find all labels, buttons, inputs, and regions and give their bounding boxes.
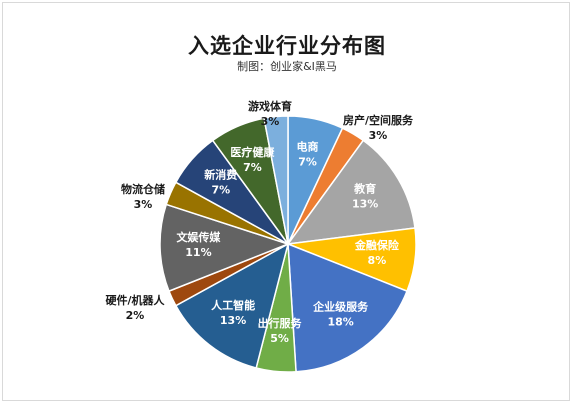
slice-value-label: 5%: [270, 332, 289, 345]
slice-name-label: 金融保险: [354, 238, 400, 252]
slice-name-label: 房产/空间服务: [343, 113, 414, 127]
slice-name-label: 人工智能: [211, 298, 255, 312]
slice-value-label: 7%: [211, 184, 230, 197]
chart-title: 入选企业行业分布图: [188, 34, 386, 58]
pie-slice-2: [286, 139, 416, 245]
slice-value-label: 3%: [134, 198, 153, 211]
slice-name-label: 教育: [353, 181, 376, 195]
slice-value-label: 7%: [243, 161, 262, 174]
pie-slice-4: [287, 242, 408, 373]
slice-name-label: 硬件/机器人: [105, 293, 165, 307]
slice-value-label: 7%: [298, 156, 317, 169]
slice-name-label: 企业级服务: [312, 299, 369, 313]
chart-subtitle: 制图：创业家&I黑马: [237, 60, 337, 73]
slice-name-label: 电商: [297, 140, 319, 154]
pie-slice-6: [174, 242, 290, 369]
pie-slice-12: [263, 115, 289, 245]
slice-name-label: 游戏体育: [248, 99, 292, 113]
slice-value-label: 3%: [369, 129, 388, 142]
slice-value-label: 8%: [368, 254, 387, 267]
slice-value-label: 3%: [261, 115, 280, 128]
slice-value-label: 2%: [126, 309, 145, 322]
slice-value-label: 13%: [220, 314, 246, 327]
slice-name-label: 物流仓储: [121, 182, 165, 196]
slice-value-label: 18%: [327, 315, 353, 328]
slice-value-label: 13%: [352, 197, 378, 210]
slice-name-label: 新消费: [204, 168, 237, 182]
slice-value-label: 11%: [185, 246, 211, 259]
pie-slice-8: [159, 203, 291, 293]
slice-name-label: 出行服务: [258, 316, 303, 330]
slice-name-label: 医疗健康: [230, 145, 275, 159]
slice-name-label: 文娱传媒: [176, 230, 221, 244]
